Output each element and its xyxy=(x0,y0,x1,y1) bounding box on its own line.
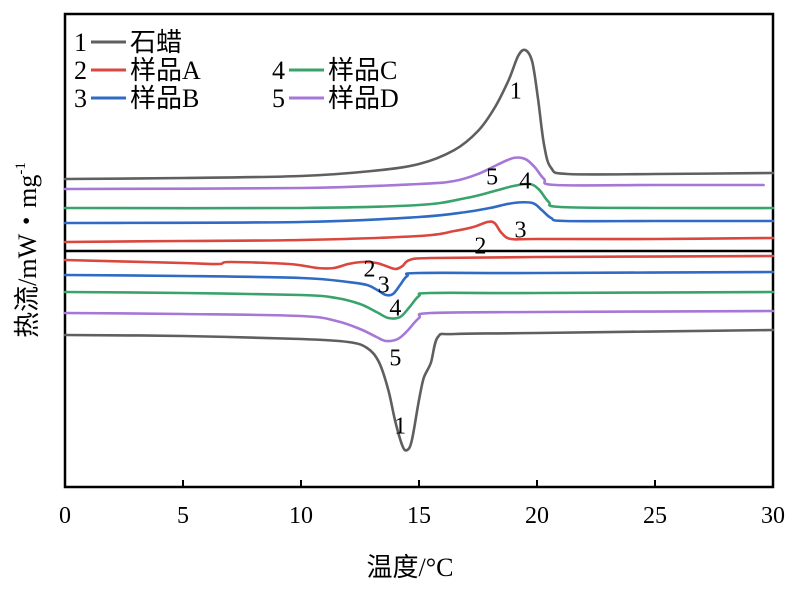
legend-number-1: 1 xyxy=(74,28,87,57)
curve-label-4: 2 xyxy=(474,234,486,260)
x-tick-label-25: 25 xyxy=(643,503,667,529)
x-tick-label-10: 10 xyxy=(289,503,313,529)
curve-cooling-3 xyxy=(63,270,775,297)
curve-heating-1 xyxy=(63,48,775,181)
svg-text:热流/mW・mg-1: 热流/mW・mg-1 xyxy=(13,162,42,338)
legend-number-4: 4 xyxy=(272,56,285,85)
legend-number-5: 5 xyxy=(272,84,285,113)
x-tick-label-20: 20 xyxy=(525,503,549,529)
legend-item-4: 4 样品C xyxy=(272,56,397,85)
legend-number-3: 3 xyxy=(74,84,87,113)
legend-item-3: 3 样品B xyxy=(74,84,199,113)
x-tick-label-5: 5 xyxy=(177,503,189,529)
x-tick-label-0: 0 xyxy=(59,503,71,529)
curve-label-6: 3 xyxy=(378,273,390,299)
x-axis: 0 5 10 15 20 25 30 xyxy=(59,480,785,529)
legend-label-1: 石蜡 xyxy=(130,28,182,57)
curve-cooling-5 xyxy=(63,309,775,343)
curve-cooling-1 xyxy=(63,328,775,452)
legend-number-2: 2 xyxy=(74,56,87,85)
x-tick-label-15: 15 xyxy=(407,503,431,529)
curves-group xyxy=(63,48,775,452)
curve-cooling-4 xyxy=(63,290,775,320)
x-tick-label-30: 30 xyxy=(761,503,785,529)
curve-heating-5 xyxy=(63,156,765,191)
legend-item-2: 2 样品A xyxy=(74,56,201,85)
legend-label-2: 样品A xyxy=(130,56,201,85)
curve-heating-3 xyxy=(63,200,775,225)
curve-label-3: 3 xyxy=(514,218,526,244)
curve-heating-2 xyxy=(63,220,775,244)
curve-label-2: 4 xyxy=(519,169,531,195)
y-axis-label-text: 热流/mW・mg xyxy=(13,175,42,338)
curve-heating-4 xyxy=(63,182,775,210)
legend: 1 石蜡 2 样品A 3 样品B 4 样品C 5 样品D xyxy=(74,28,399,113)
legend-item-5: 5 样品D xyxy=(272,84,399,113)
curve-label-0: 1 xyxy=(510,79,522,105)
legend-label-3: 样品B xyxy=(130,84,199,113)
legend-label-5: 样品D xyxy=(328,84,399,113)
curve-label-7: 4 xyxy=(389,296,401,322)
curve-label-1: 5 xyxy=(486,165,498,191)
curve-label-9: 1 xyxy=(394,414,406,440)
legend-item-1: 1 石蜡 xyxy=(74,28,182,57)
y-axis-label-superscript: -1 xyxy=(13,162,29,175)
curve-label-8: 5 xyxy=(389,346,401,372)
legend-label-4: 样品C xyxy=(328,56,397,85)
x-axis-label: 温度/°C xyxy=(367,553,454,582)
curve-label-5: 2 xyxy=(363,257,375,283)
curve-cooling-2 xyxy=(63,254,775,271)
y-axis-label: 热流/mW・mg-1 xyxy=(13,162,42,338)
